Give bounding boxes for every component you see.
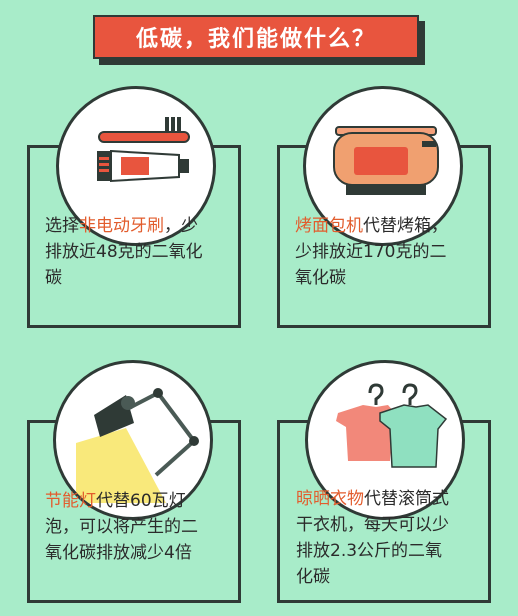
toothbrush-icon — [98, 117, 190, 143]
card-text-lamp: 节能灯代替60瓦灯 泡，可以将产生的二 氧化碳排放减少4倍 — [45, 491, 198, 563]
header-banner: 低碳，我们能做什么？ — [93, 15, 425, 65]
highlight-lamp: 节能灯 — [45, 491, 96, 511]
banner: 低碳，我们能做什么？ — [93, 15, 419, 59]
highlight-toaster: 烤面包机 — [295, 216, 363, 236]
card-text-toothbrush: 选择非电动牙刷，少 排放近48克的二氧化 碳 — [45, 216, 203, 288]
clothes-hanger-icon — [336, 383, 448, 468]
card-text-clothes: 晾晒衣物代替滚筒式 干衣机，每天可以少 排放2.3公斤的二氧 化碳 — [296, 489, 449, 587]
highlight-toothbrush: 非电动牙刷 — [79, 216, 164, 236]
highlight-clothes: 晾晒衣物 — [296, 489, 364, 509]
toothbrush-illustration — [56, 86, 216, 246]
toaster-icon — [333, 126, 439, 195]
lamp-illustration — [53, 360, 213, 520]
toaster-illustration — [303, 86, 463, 246]
clothes-illustration — [305, 360, 465, 520]
card-text-toaster: 烤面包机代替烤箱， 少排放近170克的二 氧化碳 — [295, 216, 448, 288]
page-title: 低碳，我们能做什么？ — [135, 27, 376, 52]
desk-lamp-icon — [76, 388, 199, 503]
toothpaste-icon — [97, 149, 189, 183]
